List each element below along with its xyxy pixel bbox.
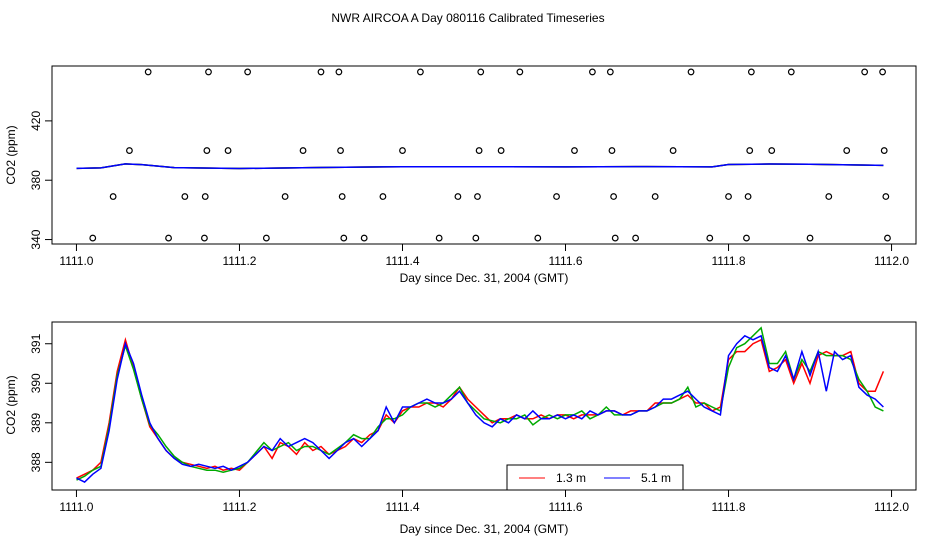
data-point — [435, 234, 443, 242]
data-point — [706, 234, 714, 242]
data-point — [205, 68, 212, 76]
x-tick-label: 1112.0 — [874, 500, 909, 514]
data-point — [882, 193, 890, 200]
data-point — [477, 68, 485, 76]
data-point — [417, 68, 424, 76]
data-point — [337, 147, 344, 154]
data-point — [475, 147, 483, 154]
data-point — [181, 193, 189, 200]
data-point — [571, 147, 578, 154]
data-point — [224, 147, 232, 154]
data-point — [651, 193, 659, 200]
data-point — [203, 147, 211, 154]
plot-frame — [51, 65, 917, 245]
data-point — [262, 234, 270, 242]
scatter-panel: 340 380 420 1111.0 1111.2 1111.4 1111.6 1111.8… — [4, 65, 917, 285]
data-point — [669, 147, 677, 154]
x-tick-label: 1111.4 — [385, 500, 419, 514]
data-point — [244, 68, 252, 76]
x-tick-label: 1111.0 — [59, 254, 93, 268]
x-tick-label: 1111.6 — [548, 254, 582, 268]
data-point — [165, 234, 172, 242]
y-tick-label: 380 — [29, 170, 43, 190]
data-point — [743, 234, 750, 242]
data-point — [379, 193, 387, 200]
data-point — [746, 147, 754, 154]
data-point — [399, 147, 406, 154]
legend: 1.3 m 5.1 m — [506, 464, 684, 491]
y-tick-label: 420 — [29, 111, 43, 131]
data-point — [610, 193, 617, 200]
data-point — [880, 147, 888, 154]
y-axis-label: CO2 (ppm) — [4, 125, 18, 184]
data-point — [861, 68, 869, 76]
x-tick-label: 1111.2 — [222, 254, 256, 268]
y-tick-label: 391 — [29, 333, 43, 353]
data-point — [144, 68, 152, 76]
data-point — [589, 68, 596, 76]
data-point — [879, 68, 886, 76]
data-point — [606, 68, 614, 76]
data-point — [281, 193, 289, 200]
data-point — [843, 147, 851, 154]
data-point — [126, 147, 133, 154]
data-point — [454, 193, 462, 200]
data-point — [497, 147, 505, 154]
data-point — [474, 193, 481, 200]
legend-label-1: 1.3 m — [556, 471, 586, 485]
series-line-3 — [76, 334, 884, 484]
data-point — [687, 68, 695, 76]
data-point — [608, 147, 616, 154]
x-axis-label: Day since Dec. 31, 2004 (GMT) — [400, 522, 569, 536]
x-axis-label: Day since Dec. 31, 2004 (GMT) — [400, 271, 569, 285]
line-panel: 388 389 390 391 1111.0 1111.2 1111.4 1111.6 111… — [4, 321, 917, 536]
x-tick-label: 1111.8 — [712, 254, 746, 268]
y-tick-label: 340 — [29, 229, 43, 249]
data-point — [360, 234, 368, 242]
data-point — [201, 234, 208, 242]
y-tick-label: 390 — [29, 373, 43, 393]
data-point — [109, 193, 117, 200]
y-tick-label: 388 — [29, 452, 43, 472]
figure-title: NWR AIRCOA A Day 080116 Calibrated Times… — [331, 11, 604, 25]
x-tick-label: 1111.2 — [222, 500, 256, 514]
x-tick-label: 1111.0 — [59, 500, 93, 514]
data-point — [299, 147, 307, 154]
x-tick-label: 1111.4 — [385, 254, 419, 268]
data-point — [806, 234, 814, 242]
series-line-1 — [76, 336, 885, 479]
x-tick-label: 1111.6 — [548, 500, 582, 514]
x-tick-label: 1112.0 — [874, 254, 909, 268]
y-tick-label: 389 — [29, 412, 43, 432]
data-point — [516, 68, 524, 76]
data-point — [201, 193, 209, 200]
legend-label-2: 5.1 m — [641, 471, 671, 485]
data-point — [747, 68, 755, 76]
data-point — [611, 234, 619, 242]
plot-frame — [51, 321, 917, 491]
y-axis-label: CO2 (ppm) — [4, 375, 18, 434]
data-point — [825, 193, 833, 200]
data-point — [787, 68, 795, 76]
data-point — [534, 234, 542, 242]
data-point — [335, 68, 343, 76]
data-point — [338, 193, 346, 200]
data-point — [768, 147, 776, 154]
data-point — [632, 234, 640, 242]
data-point — [553, 193, 560, 200]
data-point — [472, 234, 480, 242]
data-point — [340, 234, 348, 242]
series-line — [76, 163, 884, 170]
x-tick-label: 1111.8 — [712, 500, 746, 514]
data-point — [744, 193, 752, 200]
data-point — [725, 193, 732, 200]
series-line-2 — [76, 326, 884, 481]
data-point — [89, 234, 97, 242]
data-point — [884, 234, 891, 242]
data-point — [317, 68, 325, 76]
